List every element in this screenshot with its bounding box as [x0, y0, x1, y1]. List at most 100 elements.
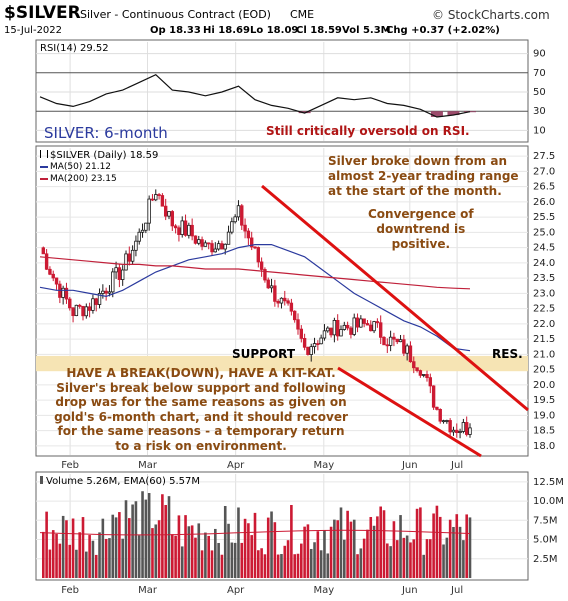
volume-bar: [273, 522, 277, 578]
volume-bar: [376, 516, 379, 578]
price-candle-body: [120, 269, 125, 280]
price-candle-body: [435, 406, 439, 410]
rsi-line: [39, 73, 471, 118]
price-candle-body: [203, 242, 208, 247]
volume-bar: [177, 515, 181, 578]
price-candle-body: [309, 346, 313, 355]
volume-bar: [257, 550, 260, 578]
price-tick-label: 18.0: [533, 441, 555, 452]
price-candle-body: [157, 194, 161, 196]
price-tick-label: 24.0: [533, 258, 555, 269]
rsi-tick-label: 90: [533, 49, 546, 60]
volume-bar: [422, 554, 425, 578]
price-tick-label: 27.0: [533, 166, 555, 177]
price-candle-body: [355, 317, 360, 328]
note-line: Convergence of: [368, 207, 474, 221]
price-tick-label: 19.0: [533, 410, 555, 421]
volume-bar: [214, 528, 217, 578]
price-candle-body: [382, 336, 386, 346]
note-line: Silver broke down from an: [328, 154, 507, 168]
volume-bar: [356, 554, 359, 578]
volume-bar: [352, 519, 356, 578]
price-candle-body: [415, 367, 419, 371]
volume-bar: [121, 538, 124, 578]
instrument-name: Silver - Continuous Contract (EOD): [80, 8, 271, 21]
volume-label: Volume 5.26M, EMA(60) 5.57M: [46, 476, 201, 487]
price-candle-body: [441, 420, 446, 423]
volume-bar: [137, 535, 141, 578]
volume-bar: [243, 518, 247, 578]
volume-bar: [81, 517, 85, 578]
volume-bar: [405, 535, 409, 578]
ohlc-low: Lo 18.09: [250, 25, 299, 36]
volume-tick-label: 12.5M: [533, 477, 564, 488]
price-candle-body: [84, 306, 89, 317]
volume-bar: [78, 532, 81, 578]
volume-bar: [85, 551, 88, 578]
resistance-label: RES.: [492, 347, 523, 361]
price-candle-body: [167, 211, 171, 217]
line-legend-icon: [40, 165, 48, 168]
month-tick-label: Apr: [227, 460, 245, 471]
volume-bar: [270, 511, 273, 578]
price-candle-body: [349, 327, 353, 335]
price-candle-body: [140, 229, 145, 233]
volume-bar: [313, 542, 316, 578]
price-candles: [41, 189, 472, 439]
price-candle-body: [150, 198, 155, 201]
volume-bar: [88, 535, 91, 578]
price-tick-label: 26.5: [533, 182, 555, 193]
price-tick-label: 24.5: [533, 243, 555, 254]
volume-bar: [343, 539, 346, 578]
volume-bar: [230, 542, 234, 578]
price-candle-body: [226, 231, 231, 245]
month-tick-label: Apr: [227, 585, 245, 596]
price-candle-body: [319, 337, 323, 345]
price-candle-body: [190, 224, 194, 237]
rsi-tick-label: 70: [533, 68, 546, 79]
volume-bar: [346, 510, 349, 578]
price-candle-body: [412, 361, 416, 369]
volume-bar: [260, 548, 263, 578]
volume-tick-label: 5.0M: [533, 535, 558, 546]
symbol-title: $SILVER: [4, 3, 81, 23]
note-line: downtrend is: [376, 222, 466, 236]
price-candle-body: [160, 195, 165, 207]
month-tick-label: Jul: [450, 460, 463, 471]
price-candle-body: [124, 253, 128, 271]
price-candle-body: [431, 385, 436, 408]
volume-bar: [296, 553, 300, 578]
price-candle-body: [464, 422, 469, 435]
price-candle-body: [438, 409, 442, 422]
price-grid: 27.5 27.0 26.5 26.0 25.5 25.0 24.5 24.0 23.5 23.0…: [36, 148, 555, 455]
volume-bar: [184, 515, 187, 578]
price-candle-body: [352, 317, 356, 335]
volume-bar: [293, 554, 296, 578]
volume-bar: [223, 506, 227, 578]
ma50-line: [39, 244, 471, 352]
volume-bar: [435, 505, 439, 578]
note-line: for the same reasons - a temporary retur…: [57, 424, 345, 438]
price-candle-body: [332, 320, 337, 336]
price-candle-body: [289, 302, 294, 312]
price-candle-body: [87, 306, 92, 311]
volume-bar: [432, 513, 435, 578]
price-candle-body: [402, 339, 406, 354]
volume-bar: [247, 523, 250, 578]
volume-bar: [462, 540, 465, 578]
rsi-tick-label: 30: [533, 106, 546, 117]
price-candle-body: [117, 267, 122, 280]
downtrend-support-line: [337, 366, 482, 458]
price-candle-body: [408, 345, 413, 363]
price-candle-body: [369, 324, 373, 332]
volume-bar: [75, 549, 78, 578]
price-candle-body: [246, 230, 251, 239]
price-candle-body: [41, 247, 46, 255]
price-candle-body: [388, 336, 393, 346]
moving-average-lines: [39, 244, 471, 352]
legend-price-text: $SILVER (Daily) 18.59: [50, 150, 159, 161]
volume-bar: [194, 537, 197, 578]
volume-bar: [290, 504, 293, 578]
note-convergence: Convergence of downtrend is positive.: [368, 207, 474, 252]
volume-bar: [197, 523, 201, 578]
